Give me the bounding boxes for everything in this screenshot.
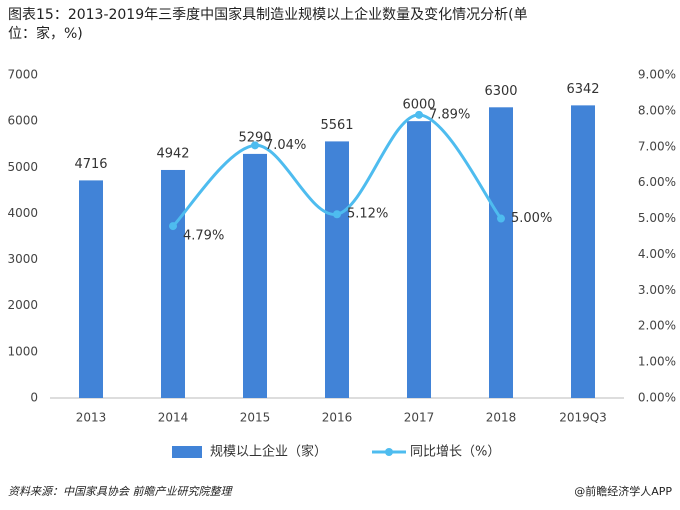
x-tick-label: 2013: [76, 411, 107, 425]
line-value-label: 5.12%: [347, 207, 388, 222]
line-point: [169, 222, 177, 231]
bar-value-label: 5290: [238, 130, 271, 145]
line-point: [251, 141, 259, 150]
y2-tick-label: 6.00%: [638, 175, 676, 189]
x-tick-label: 2018: [486, 411, 517, 425]
legend-label: 同比增长（%）: [410, 445, 500, 460]
bar: [571, 105, 595, 398]
y2-tick-label: 3.00%: [638, 283, 676, 297]
line-value-label: 4.79%: [183, 229, 224, 244]
bar: [489, 107, 513, 399]
y2-tick-label: 7.00%: [638, 139, 676, 153]
legend-swatch: [385, 448, 393, 456]
source: 资料来源：中国家具协会 前瞻产业研究院整理: [8, 485, 233, 498]
bar-value-label: 4942: [156, 146, 189, 161]
y2-tick-label: 8.00%: [638, 103, 676, 117]
legend-swatch: [172, 446, 202, 458]
x-tick-label: 2015: [240, 411, 271, 425]
x-tick-label: 2016: [322, 411, 353, 425]
y2-tick-label: 5.00%: [638, 211, 676, 225]
y-tick-label: 4000: [7, 206, 38, 220]
bar-value-label: 6300: [484, 84, 517, 99]
bar: [161, 169, 185, 398]
y2-tick-label: 1.00%: [638, 355, 676, 369]
bar: [79, 180, 103, 398]
y2-tick-label: 4.00%: [638, 247, 676, 261]
y-tick-label: 2000: [7, 298, 38, 312]
line-point: [333, 210, 341, 219]
y-tick-label: 0: [30, 391, 38, 405]
legend-label: 规模以上企业（家）: [210, 444, 327, 460]
y-tick-label: 6000: [7, 114, 38, 128]
x-tick-label: 2014: [158, 411, 189, 425]
y-tick-label: 5000: [7, 160, 38, 174]
brand: @前瞻经济学人APP: [574, 484, 672, 498]
bar: [325, 141, 349, 398]
line-value-label: 5.00%: [511, 211, 552, 226]
bar: [243, 153, 267, 398]
bar-value-label: 4716: [74, 157, 107, 172]
line-value-label: 7.89%: [429, 107, 470, 122]
line-point: [497, 214, 505, 223]
y2-tick-label: 0.00%: [638, 391, 676, 405]
y-tick-label: 3000: [7, 252, 38, 266]
bar-value-label: 6000: [402, 98, 435, 113]
chart-title: 图表15：2013-2019年三季度中国家具制造业规模以上企业数量及变化情况分析…: [8, 7, 528, 42]
line-value-label: 7.04%: [265, 138, 306, 153]
bar-value-label: 5561: [320, 118, 353, 133]
x-tick-label: 2019Q3: [559, 411, 607, 425]
x-tick-label: 2017: [404, 411, 435, 425]
y2-tick-label: 9.00%: [638, 68, 676, 82]
bar-value-label: 6342: [566, 82, 599, 97]
y2-tick-label: 2.00%: [638, 319, 676, 333]
y-tick-label: 7000: [7, 68, 38, 82]
line-point: [415, 110, 423, 119]
bar: [407, 121, 431, 399]
y-tick-label: 1000: [7, 344, 38, 358]
